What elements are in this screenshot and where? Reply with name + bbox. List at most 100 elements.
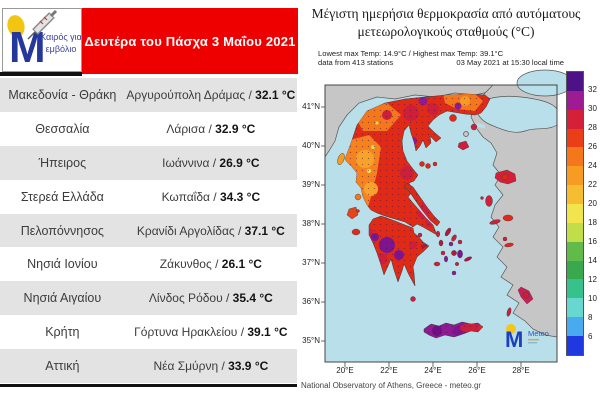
- colorbar-segment: [567, 298, 583, 318]
- map-datetime: 03 May 2021 at 15:30 local time: [456, 58, 564, 68]
- kea: [435, 230, 440, 238]
- colorbar-segment: [567, 336, 583, 355]
- colorbar-segment: [567, 72, 583, 91]
- logo-underline: [0, 72, 82, 76]
- station-value: Κρανίδι Αργολίδας / 37.1 °C: [136, 223, 285, 238]
- colorbar-tick-label: 22: [588, 180, 597, 189]
- banner: Δευτέρα του Πάσχα 3 Μαΐου 2021: [82, 8, 298, 74]
- region-label: Αττική: [45, 359, 80, 374]
- lat-label: 36°N: [302, 297, 320, 306]
- meteo-logo: M Καιρός για εμβόλιο: [2, 8, 82, 72]
- stations-count: data from 413 stations: [318, 58, 394, 68]
- lon-label: 24°E: [424, 366, 442, 375]
- dardanelles: [469, 123, 486, 135]
- map-frame: [324, 84, 558, 363]
- serifos: [440, 250, 446, 256]
- temperature-table: Μακεδονία - Θράκη Αργυρούπολη Δράμας / 32…: [0, 78, 297, 384]
- psara: [480, 196, 484, 200]
- colorbar-tick-label: 12: [588, 275, 597, 284]
- lat-label: 35°N: [302, 336, 320, 345]
- sun-icon: [7, 15, 25, 37]
- credit-line: National Observatory of Athens, Greece -…: [301, 381, 482, 390]
- tinos: [451, 234, 457, 242]
- colorbar-tick-label: 16: [588, 237, 597, 246]
- map-stats: Lowest max Temp: 14.9°C / Highest max Te…: [318, 49, 564, 68]
- kos: [504, 242, 514, 248]
- hydra: [420, 244, 428, 248]
- thasos: [449, 114, 457, 122]
- colorbar-segment: [567, 109, 583, 129]
- lat-label: 40°N: [302, 141, 320, 150]
- table-row: Μακεδονία - Θράκη Αργυρούπολη Δράμας / 32…: [0, 78, 297, 112]
- station-value: Ζάκυνθος / 26.1 °C: [159, 257, 262, 272]
- samothrace: [470, 123, 478, 131]
- lat-label: 39°N: [302, 180, 320, 189]
- corfu: [337, 153, 345, 165]
- colorbar-segment: [567, 222, 583, 242]
- colorbar-segment: [567, 185, 583, 205]
- map-logo-letter: M: [505, 327, 523, 352]
- table-row: Πελοπόννησος Κρανίδι Αργολίδας / 37.1 °C: [0, 213, 297, 248]
- amorgos: [464, 256, 472, 262]
- colorbar-tick-label: 6: [588, 332, 593, 341]
- region-label: Πελοπόννησος: [20, 223, 104, 238]
- mykonos: [457, 239, 463, 245]
- lat-label: 41°N: [302, 102, 320, 111]
- samos: [502, 214, 514, 222]
- lon-label: 28°E: [512, 366, 530, 375]
- colorbar-tick-label: 26: [588, 142, 597, 151]
- paros: [451, 250, 457, 256]
- sifnos: [443, 255, 448, 263]
- colorbar: [566, 71, 584, 356]
- map-logo-brand: Meteo: [528, 329, 549, 338]
- colorbar-segment: [567, 128, 583, 148]
- station-value: Κωπαΐδα / 34.3 °C: [161, 189, 261, 204]
- aegina: [417, 232, 423, 238]
- santorini: [451, 270, 457, 276]
- banner-text: Δευτέρα του Πάσχα 3 Μαΐου 2021: [84, 33, 296, 49]
- colorbar-tick-label: 10: [588, 294, 597, 303]
- colorbar-segment: [567, 90, 583, 110]
- colorbar-segment: [567, 204, 583, 223]
- region-label: Κρήτη: [45, 325, 80, 340]
- alonnisos: [432, 161, 438, 167]
- table-row: Κρήτη Γόρτυνα Ηρακλείου / 39.1 °C: [0, 315, 297, 349]
- skiathos: [419, 161, 425, 167]
- logo-tagline-2: εμβόλιο: [46, 44, 77, 54]
- colorbar-segment: [567, 147, 583, 167]
- black-sea: [516, 69, 574, 97]
- region-label: Μακεδονία - Θράκη: [8, 87, 117, 102]
- karpathos: [506, 307, 512, 317]
- naxos: [457, 249, 463, 259]
- colorbar-tick-label: 24: [588, 161, 597, 170]
- colorbar-tick-label: 20: [588, 199, 597, 208]
- colorbar-tick-label: 18: [588, 218, 597, 227]
- kythira: [410, 296, 416, 302]
- map-title: Μέγιστη ημερήσια θερμοκρασία από αυτόματ…: [300, 5, 592, 41]
- chios: [485, 195, 493, 207]
- table-row: Αττική Νέα Σμύρνη / 33.9 °C: [0, 349, 297, 384]
- colorbar-tick-label: 30: [588, 104, 597, 113]
- kythnos: [438, 239, 444, 247]
- table-row: Νησιά Ιονίου Ζάκυνθος / 26.1 °C: [0, 247, 297, 281]
- table-row: Ήπειρος Ιωάννινα / 26.9 °C: [0, 145, 297, 180]
- milos: [433, 261, 441, 267]
- station-value: Λίνδος Ρόδου / 35.4 °C: [148, 291, 273, 306]
- sun-icon: [506, 324, 516, 334]
- lat-label: 37°N: [302, 258, 320, 267]
- map-title-line1: Μέγιστη ημερήσια θερμοκρασία από αυτόματ…: [311, 6, 581, 21]
- andros: [444, 227, 452, 237]
- limnos: [457, 140, 470, 151]
- region-label: Ήπειρος: [38, 155, 87, 170]
- station-value: Γόρτυνα Ηρακλείου / 39.1 °C: [134, 325, 288, 340]
- colorbar-segment: [567, 260, 583, 280]
- station-value: Αργυρούπολη Δράμας / 32.1 °C: [126, 87, 296, 102]
- meteo-logo-graphic: M Καιρός για εμβόλιο: [7, 9, 82, 72]
- turkish-island: [463, 131, 469, 137]
- axis-ticks: [321, 106, 522, 367]
- sea-of-marmara: [476, 95, 558, 133]
- map-meteo-logo: M Meteo: [505, 324, 549, 352]
- colorbar-tick-label: 32: [588, 85, 597, 94]
- syros: [448, 241, 454, 247]
